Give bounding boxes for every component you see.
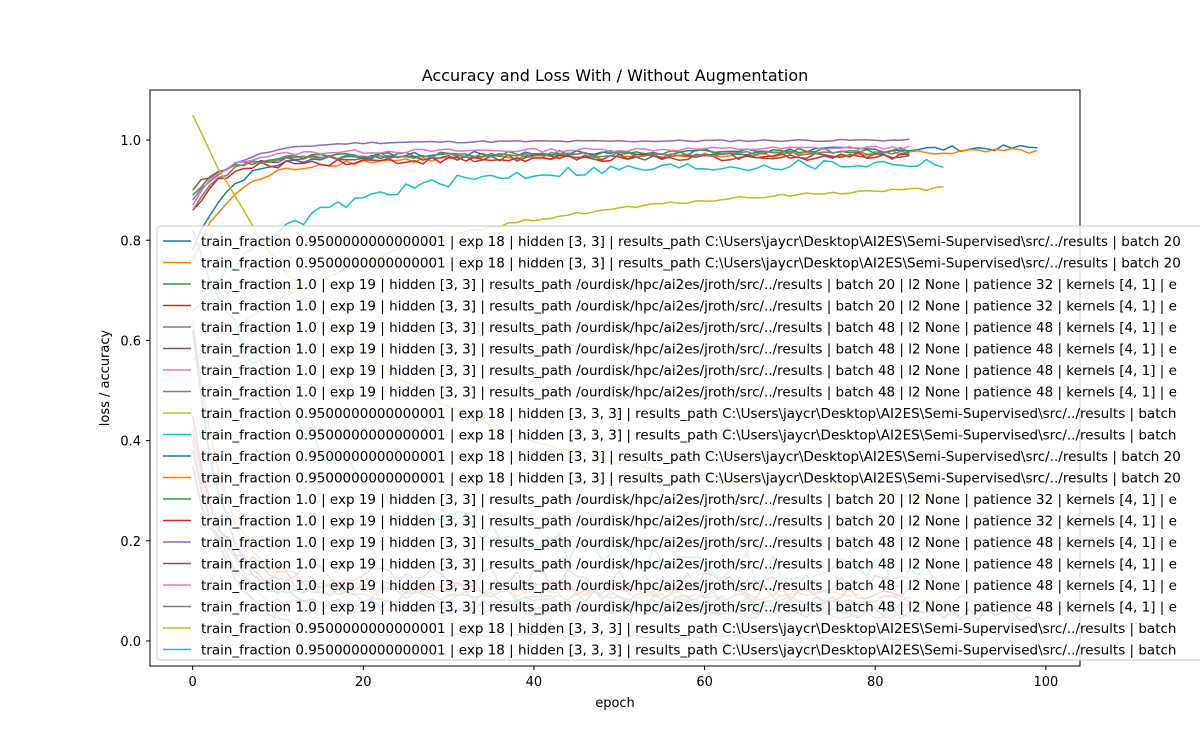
legend-entry-label: train_fraction 1.0 | exp 19 | hidden [3,… [201,363,1177,379]
series-line-accuracy-4 [192,151,910,211]
series-line-accuracy-3 [192,146,910,196]
y-tick-label: 0.0 [120,635,141,650]
y-tick-label: 0.8 [120,234,141,249]
y-axis: 0.0 0.2 0.4 0.6 0.8 1.0 [120,134,150,650]
y-tick-label: 1.0 [120,134,141,149]
legend-box [156,225,1200,661]
legend-entry-label: train_fraction 1.0 | exp 19 | hidden [3,… [201,557,1177,573]
y-axis-label: loss / accuracy [98,329,113,426]
y-tick-label: 0.2 [120,535,141,550]
legend-entry-label: train_fraction 0.9500000000000001 | exp … [201,621,1176,637]
legend-entry-label: train_fraction 0.9500000000000001 | exp … [201,234,1181,250]
legend-entry-label: train_fraction 1.0 | exp 19 | hidden [3,… [201,600,1177,616]
series-line-accuracy-6 [192,152,910,191]
legend-entry-label: train_fraction 1.0 | exp 19 | hidden [3,… [201,492,1177,508]
legend-entry-label: train_fraction 1.0 | exp 19 | hidden [3,… [201,578,1177,594]
legend-entry-label: train_fraction 1.0 | exp 19 | hidden [3,… [201,385,1177,401]
x-tick-label: 40 [526,675,543,690]
legend-entry-label: train_fraction 0.9500000000000001 | exp … [201,471,1181,487]
legend-entry-label: train_fraction 1.0 | exp 19 | hidden [3,… [201,277,1177,293]
legend: train_fraction 0.9500000000000001 | exp … [156,225,1200,661]
x-tick-label: 100 [1033,675,1058,690]
chart-title: Accuracy and Loss With / Without Augment… [422,66,809,85]
legend-entry-label: train_fraction 0.9500000000000001 | exp … [201,643,1176,659]
series-line-accuracy-8 [192,150,910,211]
x-axis: 0 20 40 60 80 100 [189,666,1058,690]
legend-entry-label: train_fraction 1.0 | exp 19 | hidden [3,… [201,535,1177,551]
x-axis-label: epoch [595,696,635,711]
legend-entry-label: train_fraction 1.0 | exp 19 | hidden [3,… [201,342,1177,358]
legend-entry-label: train_fraction 0.9500000000000001 | exp … [201,406,1176,422]
y-tick-label: 0.6 [120,334,141,349]
y-tick-label: 0.4 [120,435,141,450]
legend-entry-label: train_fraction 0.9500000000000001 | exp … [201,449,1181,465]
x-tick-label: 60 [696,675,713,690]
legend-entry-label: train_fraction 0.9500000000000001 | exp … [201,428,1176,444]
legend-entry-label: train_fraction 0.9500000000000001 | exp … [201,256,1181,272]
legend-entry-label: train_fraction 1.0 | exp 19 | hidden [3,… [201,299,1177,315]
legend-entry-label: train_fraction 1.0 | exp 19 | hidden [3,… [201,320,1177,336]
legend-entry-label: train_fraction 1.0 | exp 19 | hidden [3,… [201,514,1177,530]
series-line-accuracy-10 [192,158,944,312]
x-tick-label: 20 [355,675,372,690]
x-tick-label: 0 [189,675,197,690]
series-line-accuracy-7 [192,145,910,206]
series-line-accuracy-5 [192,138,910,201]
x-tick-label: 80 [867,675,884,690]
